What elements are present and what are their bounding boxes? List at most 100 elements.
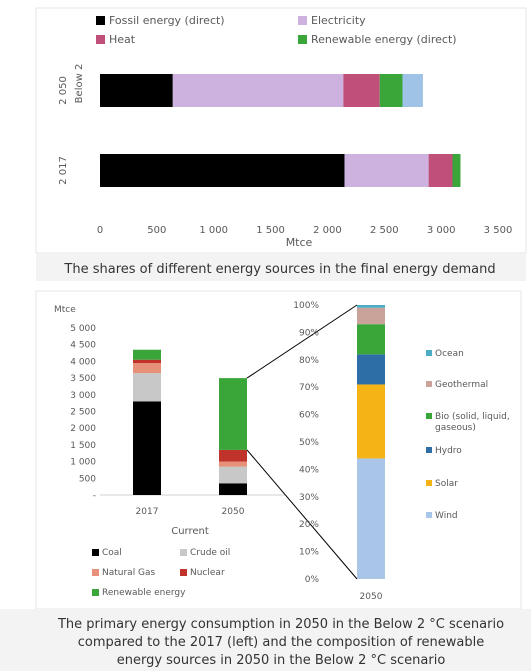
y-tick-label: 1 500 — [70, 441, 96, 451]
bar-segment — [219, 483, 247, 495]
x-tick-label: 1 500 — [256, 225, 285, 236]
y-tick-label: 70% — [299, 383, 319, 393]
y-tick-label: 20% — [299, 520, 319, 530]
x-tick-label: 3 000 — [427, 225, 456, 236]
bar-segment — [219, 466, 247, 484]
legend-label: Coal — [102, 548, 122, 558]
legend-label: Crude oil — [190, 548, 230, 558]
bar-segment — [172, 74, 344, 107]
bar-segment — [344, 154, 429, 187]
legend-swatch — [92, 589, 99, 596]
bar-segment — [357, 458, 385, 579]
x-tick-label: 2 500 — [370, 225, 399, 236]
bar-segment — [357, 307, 385, 325]
bar-segment — [402, 74, 423, 107]
x-axis-label: Mtce — [286, 236, 313, 249]
y-tick-label: 10% — [299, 548, 319, 558]
legend-swatch — [92, 569, 99, 576]
y-tick-label: 100% — [293, 301, 319, 311]
bar-segment — [219, 378, 247, 450]
top-chart-panel — [35, 7, 527, 254]
connector-line-top — [246, 304, 358, 379]
y-tick-label: 2 000 — [70, 424, 96, 434]
bar-segment — [357, 354, 385, 385]
legend-label: Wind — [435, 511, 458, 521]
primary-energy-stacked-bar-chart: - 500 1 000 1 500 2 000 2 500 3 000 3 500 4 000 4… — [54, 304, 358, 598]
legend-swatch — [426, 447, 432, 453]
legend-swatch — [92, 549, 99, 556]
x-tick-label: 2 000 — [313, 225, 342, 236]
legend-label: Geothermal — [435, 380, 488, 390]
legend-swatch — [426, 350, 432, 356]
y-axis-label: Mtce — [54, 305, 76, 315]
y-tick-label: 2 500 — [70, 408, 96, 418]
legend-label: Natural Gas — [102, 568, 156, 578]
x-tick-label: 1 000 — [199, 225, 228, 236]
bar-segment — [133, 373, 161, 402]
bottom-caption-line-2: compared to the 2017 (left) and the comp… — [78, 635, 485, 650]
top-caption-band — [36, 254, 526, 281]
y-tick-label: 4 000 — [70, 357, 96, 367]
renewable-composition-bar-chart: 0% 10% 20% 30% 40% 50% 60% 70% 80% 90% 100% 2050 Oce… — [293, 301, 509, 602]
legend-swatch — [180, 569, 187, 576]
legend-label: Ocean — [435, 349, 464, 359]
y-tick-label: 5 000 — [70, 324, 96, 334]
bar-segment — [133, 401, 161, 495]
legend-swatch — [426, 512, 432, 518]
bar-segment — [133, 363, 161, 374]
bottom-caption-band — [0, 609, 531, 671]
legend-label: Renewable energy (direct) — [311, 33, 457, 46]
y-tick-label: 50% — [299, 438, 319, 448]
y-tick-label: 90% — [299, 328, 319, 338]
category-year-label: 2 017 — [58, 156, 69, 185]
legend-label: Bio (solid, liquid, — [435, 412, 510, 422]
y-tick-label: 60% — [299, 411, 319, 421]
top-chart-caption: The shares of different energy sources i… — [63, 262, 495, 277]
bar-segment — [452, 154, 461, 187]
legend-label: Fossil energy (direct) — [109, 14, 225, 27]
legend-label: Renewable energy — [102, 588, 186, 598]
bar-segment — [219, 461, 247, 467]
legend-swatch — [96, 16, 105, 25]
legend-swatch — [426, 381, 432, 387]
legend-label: gaseous) — [435, 423, 476, 433]
x-tick-label: 2017 — [136, 507, 159, 517]
legend-label: Nuclear — [190, 568, 225, 578]
bar-segment — [357, 384, 385, 459]
y-tick-label: - — [93, 491, 96, 501]
category-year-label: 2 050 — [58, 76, 69, 105]
bar-segment — [100, 74, 173, 107]
bar-segment — [428, 154, 453, 187]
x-tick-label: 2050 — [222, 507, 245, 517]
y-tick-label: 3 000 — [70, 391, 96, 401]
legend-swatch — [298, 16, 307, 25]
bar-segment — [133, 349, 161, 360]
x-tick-label: 0 — [97, 225, 103, 236]
bar-segment — [379, 74, 403, 107]
bottom-caption-line-1: The primary energy consumption in 2050 i… — [57, 617, 504, 632]
legend-label: Electricity — [311, 14, 366, 27]
legend-swatch — [96, 35, 105, 44]
x-tick-label: 2050 — [360, 592, 383, 602]
y-tick-label: 4 500 — [70, 341, 96, 351]
legend-swatch — [180, 549, 187, 556]
bar-segment — [219, 449, 247, 462]
bottom-chart-panel — [35, 290, 522, 610]
legend-label: Hydro — [435, 446, 462, 456]
y-tick-label: 500 — [79, 474, 96, 484]
top-stacked-bar-chart: Fossil energy (direct) Electricity Heat Ren… — [58, 14, 512, 249]
legend-swatch — [426, 480, 432, 486]
bar-segment — [133, 359, 161, 364]
bar-segment — [357, 305, 385, 308]
y-tick-label: 1 000 — [70, 458, 96, 468]
legend-swatch — [426, 413, 432, 419]
x-axis-label: Current — [171, 526, 209, 537]
bar-segment — [343, 74, 380, 107]
bottom-caption-line-3: energy sources in 2050 in the Below 2 °C… — [117, 653, 446, 668]
legend-label: Heat — [109, 33, 136, 46]
legend-label: Solar — [435, 479, 458, 489]
category-group-label: Below 2 — [74, 64, 85, 104]
y-tick-label: 0% — [305, 575, 320, 585]
x-tick-label: 3 500 — [484, 225, 513, 236]
